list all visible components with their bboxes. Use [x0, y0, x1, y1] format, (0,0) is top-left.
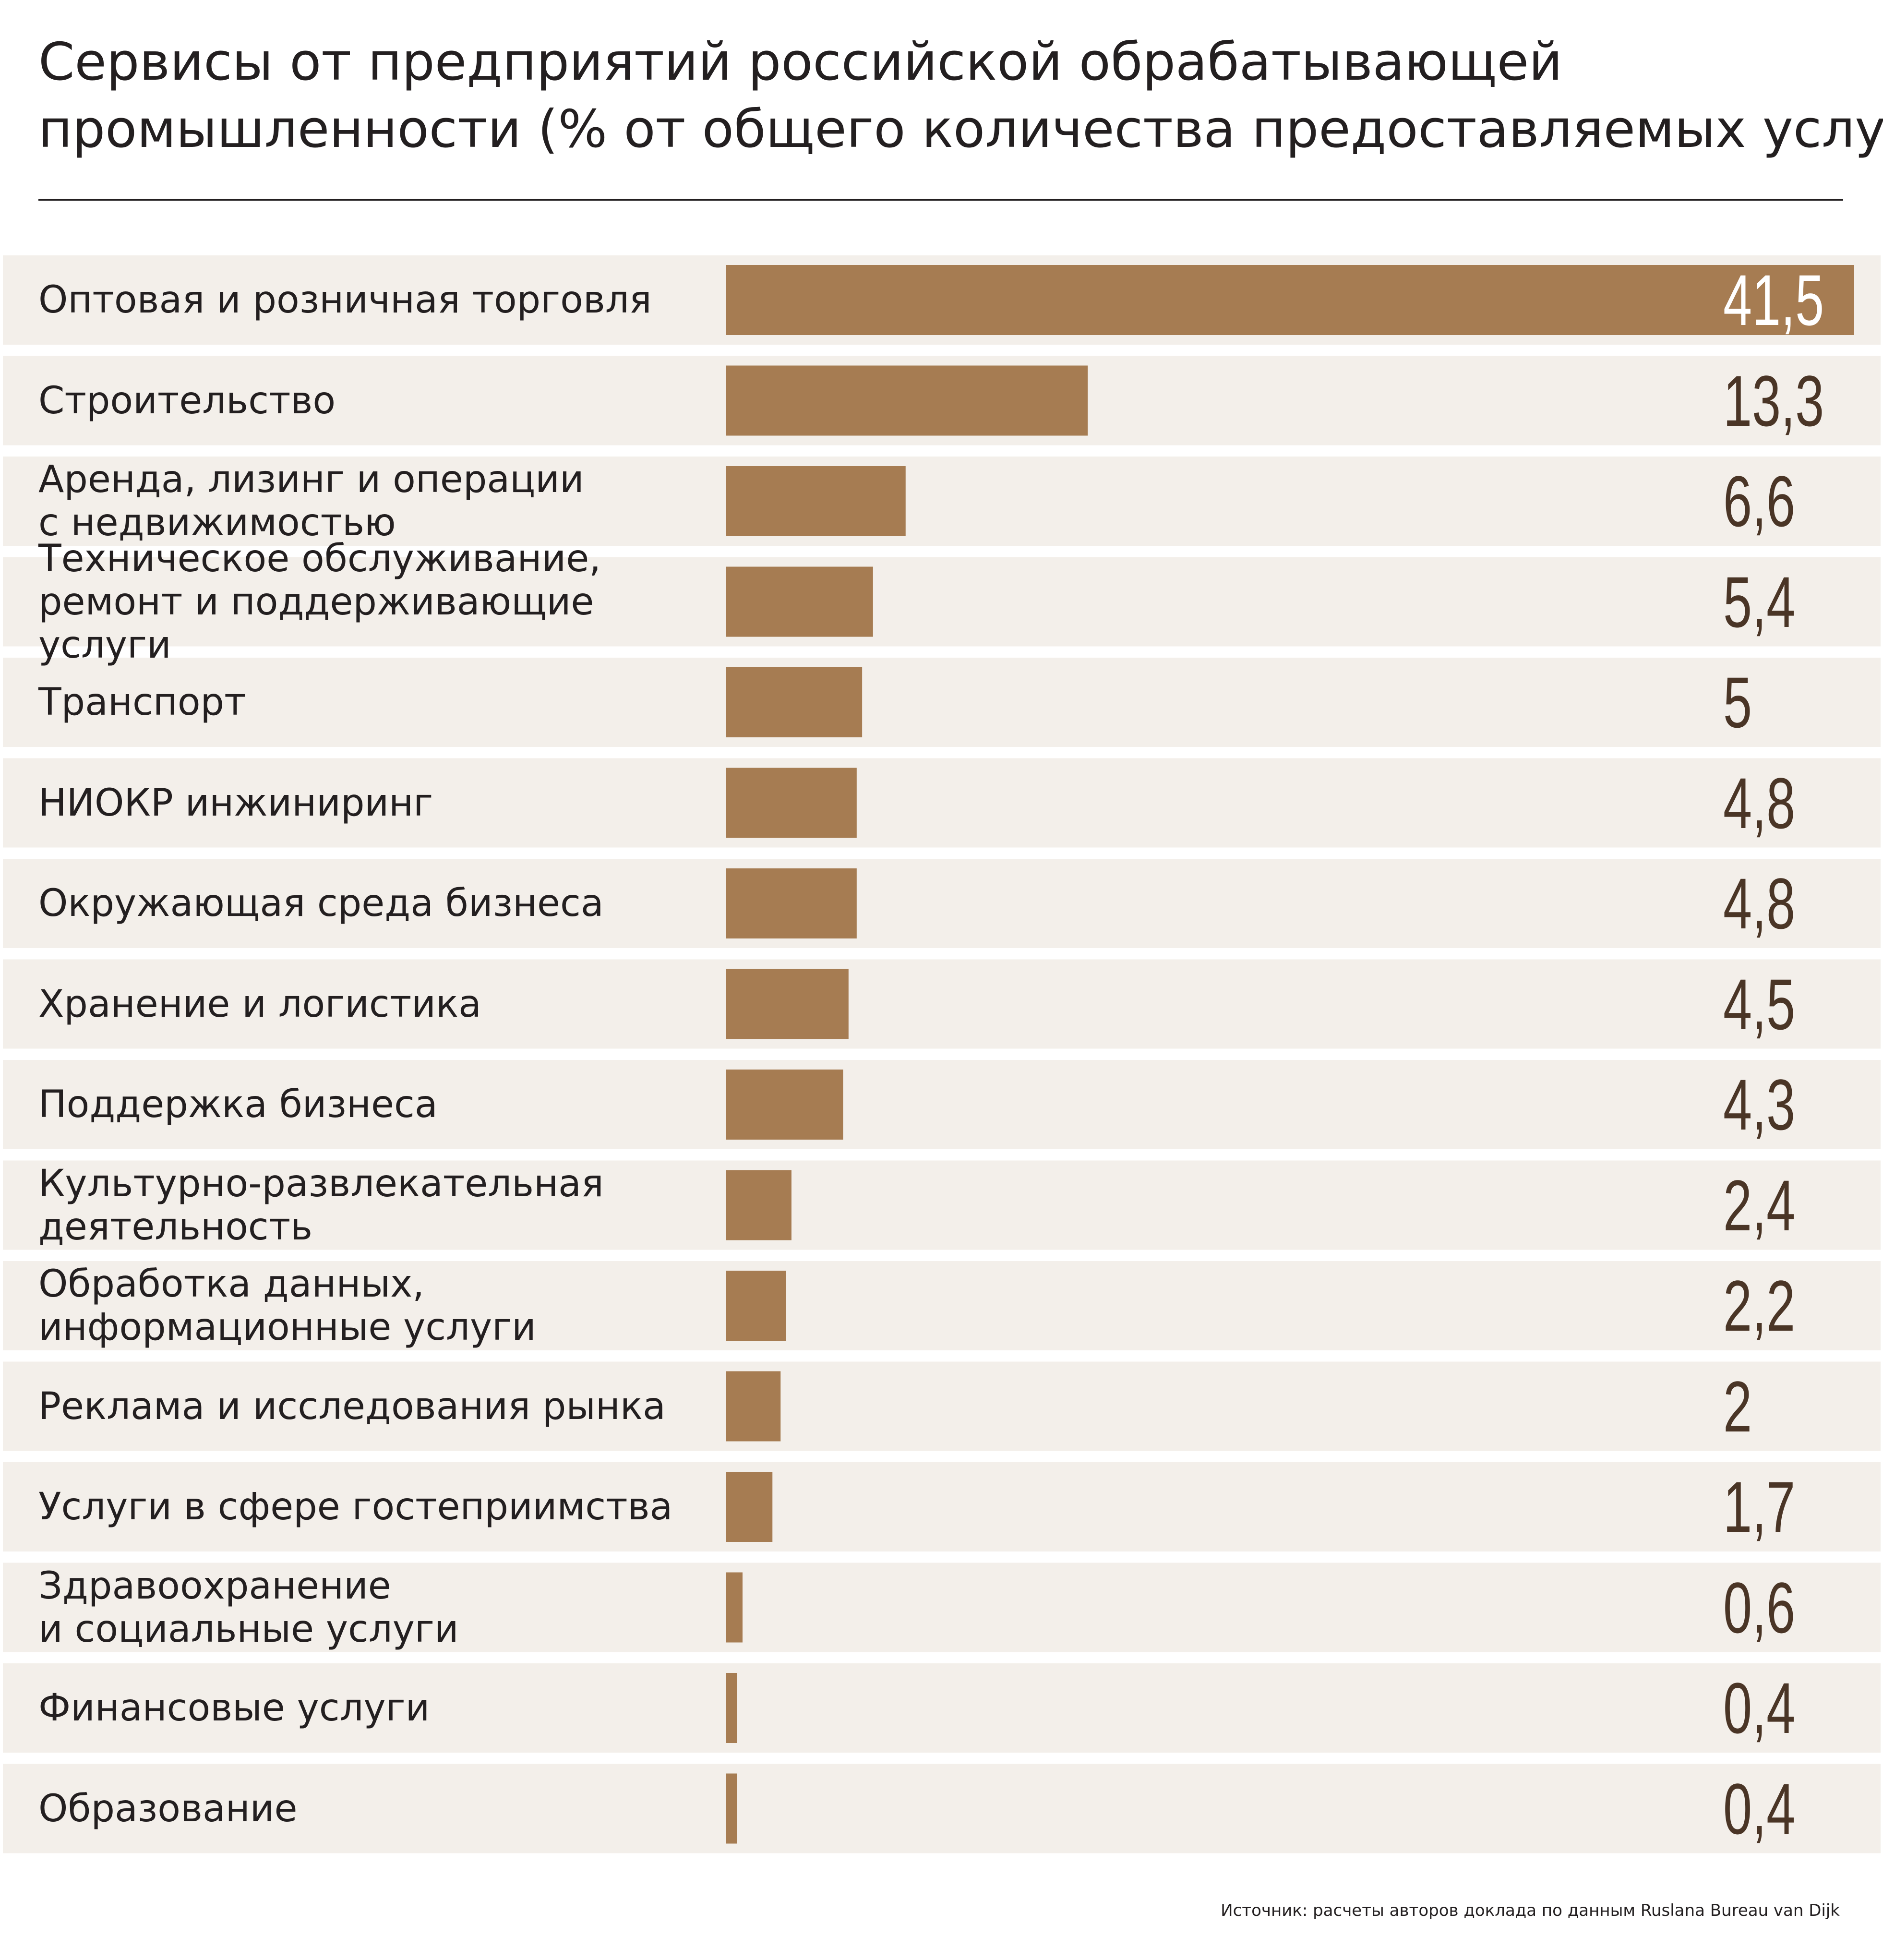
value-label: 13,3	[1723, 360, 1824, 441]
value-label: 6,6	[1723, 461, 1796, 541]
chart-title-line-2: промышленности (% от общего количества п…	[38, 99, 1883, 159]
bar	[726, 1271, 786, 1341]
bar	[726, 265, 1854, 335]
value-label: 4,3	[1723, 1064, 1796, 1145]
title-divider	[38, 199, 1843, 201]
bar	[726, 969, 849, 1039]
row-background	[3, 959, 1881, 1049]
category-label: Здравоохранение и социальные услуги	[38, 1564, 459, 1651]
category-label: Культурно-развлекательная деятельность	[38, 1162, 604, 1249]
chart-title: Сервисы от предприятий российской обраба…	[38, 29, 1883, 163]
category-label: Окружающая среда бизнеса	[38, 882, 604, 925]
value-label: 4,8	[1723, 863, 1796, 944]
value-label: 2,4	[1723, 1165, 1796, 1246]
category-label: Техническое обслуживание, ремонт и подде…	[38, 537, 601, 667]
value-label: 41,5	[1723, 260, 1824, 340]
bar	[726, 1170, 792, 1240]
value-label: 2,2	[1723, 1265, 1796, 1346]
value-label: 0,4	[1723, 1668, 1796, 1748]
bar	[726, 768, 857, 838]
bar	[726, 365, 1088, 436]
bar	[726, 1070, 843, 1140]
category-label: Обработка данных, информационные услуги	[38, 1263, 536, 1349]
bar	[726, 868, 857, 938]
category-label: Оптовая и розничная торговля	[38, 278, 652, 322]
row-background	[3, 1060, 1881, 1149]
row-background	[3, 1462, 1881, 1551]
row-background	[3, 557, 1881, 647]
category-label: Аренда, лизинг и операции с недвижимость…	[38, 458, 584, 544]
category-label: Реклама и исследования рынка	[38, 1384, 666, 1428]
row-background	[3, 1361, 1881, 1451]
category-label: Строительство	[38, 379, 336, 422]
chart-title-line-1: Сервисы от предприятий российской обраба…	[38, 32, 1563, 92]
bar	[726, 667, 863, 737]
category-label: Поддержка бизнеса	[38, 1083, 438, 1126]
row-background	[3, 1261, 1881, 1350]
bar	[726, 566, 873, 637]
row-background	[3, 1563, 1881, 1652]
value-label: 4,8	[1723, 762, 1796, 843]
bar	[726, 1371, 781, 1442]
row-background	[3, 658, 1881, 747]
bar	[726, 1572, 743, 1643]
row-background	[3, 758, 1881, 848]
value-label: 4,5	[1723, 963, 1796, 1045]
row-background	[3, 859, 1881, 948]
value-label: 5	[1723, 662, 1752, 743]
row-background	[3, 1663, 1881, 1753]
category-label: Образование	[38, 1787, 298, 1830]
category-label: Хранение и логистика	[38, 982, 481, 1026]
row-background	[3, 457, 1881, 546]
category-label: Финансовые услуги	[38, 1686, 430, 1730]
source-note: Источник: расчеты авторов доклада по дан…	[1221, 1901, 1840, 1920]
category-label: Транспорт	[38, 681, 246, 724]
category-label: Услуги в сфере гостеприимства	[38, 1485, 673, 1528]
row-background	[3, 1160, 1881, 1250]
value-label: 2	[1723, 1366, 1752, 1447]
bar	[726, 1673, 737, 1743]
value-label: 0,6	[1723, 1567, 1796, 1648]
value-label: 5,4	[1723, 561, 1796, 642]
bar	[726, 466, 906, 536]
value-label: 1,7	[1723, 1467, 1796, 1547]
row-background	[3, 1764, 1881, 1853]
category-label: НИОКР инжиниринг	[38, 781, 433, 825]
value-label: 0,4	[1723, 1768, 1796, 1849]
bar	[726, 1472, 773, 1542]
bar	[726, 1773, 737, 1844]
